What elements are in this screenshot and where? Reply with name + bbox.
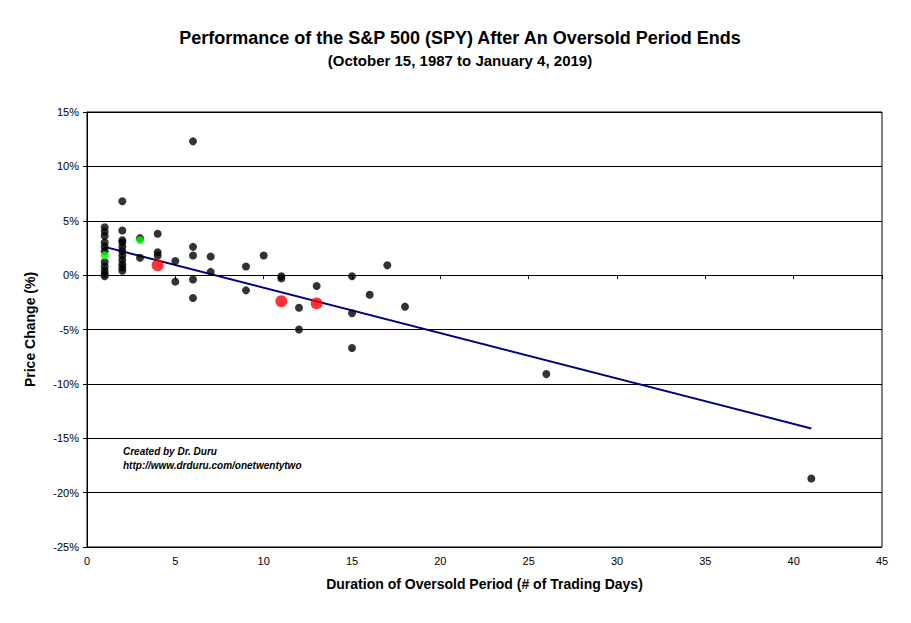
svg-text:-15%: -15% xyxy=(53,432,79,444)
svg-text:-10%: -10% xyxy=(53,378,79,390)
svg-text:45: 45 xyxy=(876,555,888,567)
svg-text:5: 5 xyxy=(172,555,178,567)
svg-text:http://www.drduru.com/onetwent: http://www.drduru.com/onetwentytwo xyxy=(123,460,302,471)
svg-text:Performance of the S&P 500 (SP: Performance of the S&P 500 (SPY) After A… xyxy=(179,28,740,48)
svg-text:Duration of Oversold Period (#: Duration of Oversold Period (# of Tradin… xyxy=(326,576,643,592)
svg-text:15%: 15% xyxy=(57,106,79,118)
svg-text:10%: 10% xyxy=(57,160,79,172)
svg-text:0%: 0% xyxy=(63,269,79,281)
svg-text:30: 30 xyxy=(611,555,623,567)
svg-text:5%: 5% xyxy=(63,215,79,227)
svg-text:40: 40 xyxy=(788,555,800,567)
svg-text:Created by Dr. Duru: Created by Dr. Duru xyxy=(123,446,217,457)
svg-text:-5%: -5% xyxy=(59,324,79,336)
svg-text:Price Change (%): Price Change (%) xyxy=(22,272,38,387)
svg-text:0: 0 xyxy=(84,555,90,567)
svg-text:25: 25 xyxy=(523,555,535,567)
svg-text:15: 15 xyxy=(346,555,358,567)
svg-text:(October 15, 1987 to January 4: (October 15, 1987 to January 4, 2019) xyxy=(328,52,592,69)
svg-text:20: 20 xyxy=(434,555,446,567)
svg-text:35: 35 xyxy=(699,555,711,567)
svg-text:10: 10 xyxy=(258,555,270,567)
svg-text:-25%: -25% xyxy=(53,541,79,553)
svg-text:-20%: -20% xyxy=(53,487,79,499)
